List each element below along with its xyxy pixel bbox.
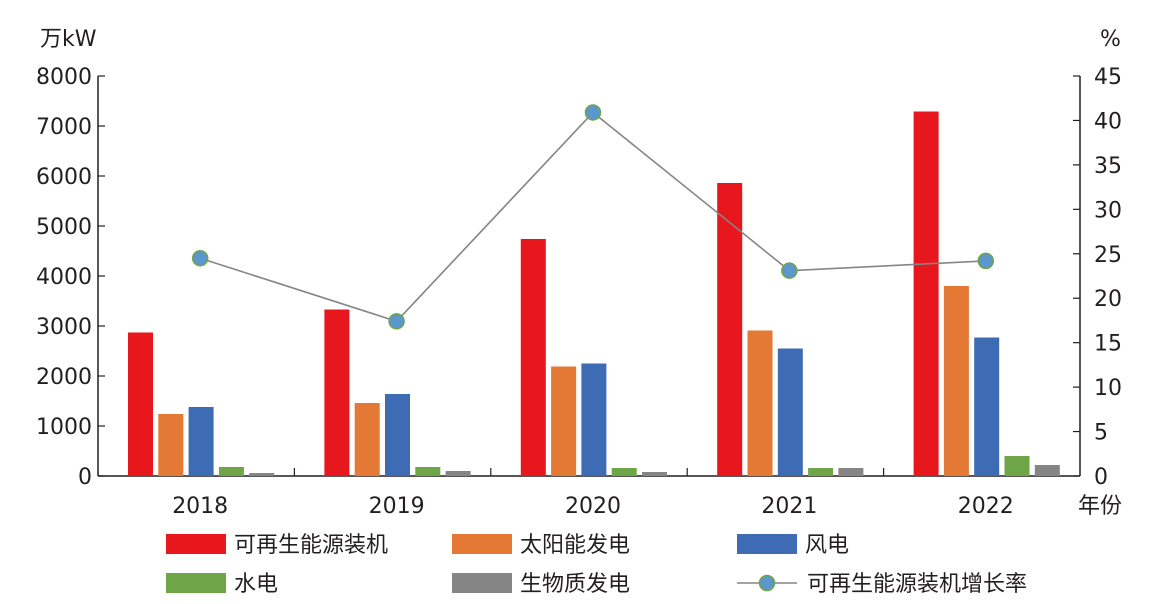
legend-swatch [452, 573, 512, 593]
bar-2019-0 [324, 309, 350, 476]
bar-2022-1 [943, 286, 969, 476]
y-tick-label: 3000 [36, 315, 92, 340]
bar-2022-0 [913, 111, 939, 476]
growth-rate-point-2019 [388, 313, 405, 330]
legend-marker [758, 574, 776, 592]
legend-label: 风电 [805, 533, 849, 558]
y2-tick-label: 5 [1094, 421, 1108, 446]
bar-2021-0 [717, 183, 743, 476]
legend-label: 生物质发电 [520, 572, 630, 597]
y-axis-label: 万kW [40, 27, 97, 52]
growth-rate-point-2021 [781, 262, 798, 279]
legend-label: 可再生能源装机增长率 [807, 572, 1027, 597]
bar-2021-4 [838, 468, 864, 476]
growth-rate-point-2018 [191, 249, 209, 267]
bar-2018-4 [249, 473, 275, 476]
bar-2019-3 [415, 467, 441, 476]
bar-2018-3 [218, 467, 244, 476]
bar-2018-2 [188, 407, 214, 476]
y-tick-label: 6000 [36, 165, 92, 190]
bar-2020-2 [581, 363, 607, 476]
legend-label: 可再生能源装机 [234, 533, 388, 558]
bar-2021-3 [808, 468, 834, 476]
x-tick-label: 2019 [369, 494, 425, 519]
y2-tick-label: 40 [1094, 109, 1122, 134]
x-tick-label: 2020 [565, 494, 621, 519]
y2-axis-label: % [1100, 27, 1121, 52]
y2-tick-label: 10 [1094, 376, 1122, 401]
bar-2020-1 [551, 366, 577, 476]
bar-2018-0 [128, 332, 153, 476]
bar-2021-1 [747, 330, 773, 476]
bar-2021-2 [777, 348, 803, 476]
growth-rate-point-2020 [584, 104, 602, 121]
y-tick-label: 7000 [36, 115, 92, 140]
legend-label: 太阳能发电 [520, 533, 630, 558]
growth-rate-point-2022 [977, 252, 995, 270]
y2-tick-label: 45 [1094, 65, 1122, 90]
y-tick-label: 1000 [36, 415, 92, 440]
x-tick-label: 2021 [761, 494, 817, 519]
growth-rate-line [199, 111, 986, 323]
legend-label: 水电 [234, 572, 278, 597]
y2-tick-label: 35 [1094, 154, 1122, 179]
bar-2019-1 [354, 403, 380, 476]
bar-2020-3 [611, 468, 637, 476]
bar-2018-1 [158, 414, 184, 476]
legend-swatch [452, 534, 512, 554]
y-tick-label: 0 [78, 465, 92, 490]
y2-tick-label: 20 [1094, 287, 1122, 312]
bar-2022-2 [974, 337, 1000, 476]
x-tick-label: 2018 [172, 494, 228, 519]
y-tick-label: 8000 [36, 65, 92, 90]
bar-2022-3 [1004, 456, 1030, 476]
legend-swatch [166, 573, 226, 593]
x-tick-label: 2022 [958, 494, 1014, 519]
y-tick-label: 5000 [36, 215, 92, 240]
bar-2020-4 [642, 472, 667, 476]
y2-tick-label: 0 [1094, 465, 1108, 490]
legend-swatch [737, 534, 797, 554]
y2-tick-label: 25 [1094, 243, 1122, 268]
y2-tick-label: 15 [1094, 332, 1122, 357]
x-axis-label: 年份 [1078, 494, 1122, 519]
bar-2019-2 [385, 394, 410, 476]
y-tick-label: 4000 [36, 265, 92, 290]
bar-2019-4 [445, 471, 471, 476]
y2-tick-label: 30 [1094, 198, 1122, 223]
legend-swatch [166, 534, 226, 554]
bar-2020-0 [520, 239, 546, 476]
y-tick-label: 2000 [36, 365, 92, 390]
bar-2022-4 [1034, 465, 1060, 476]
